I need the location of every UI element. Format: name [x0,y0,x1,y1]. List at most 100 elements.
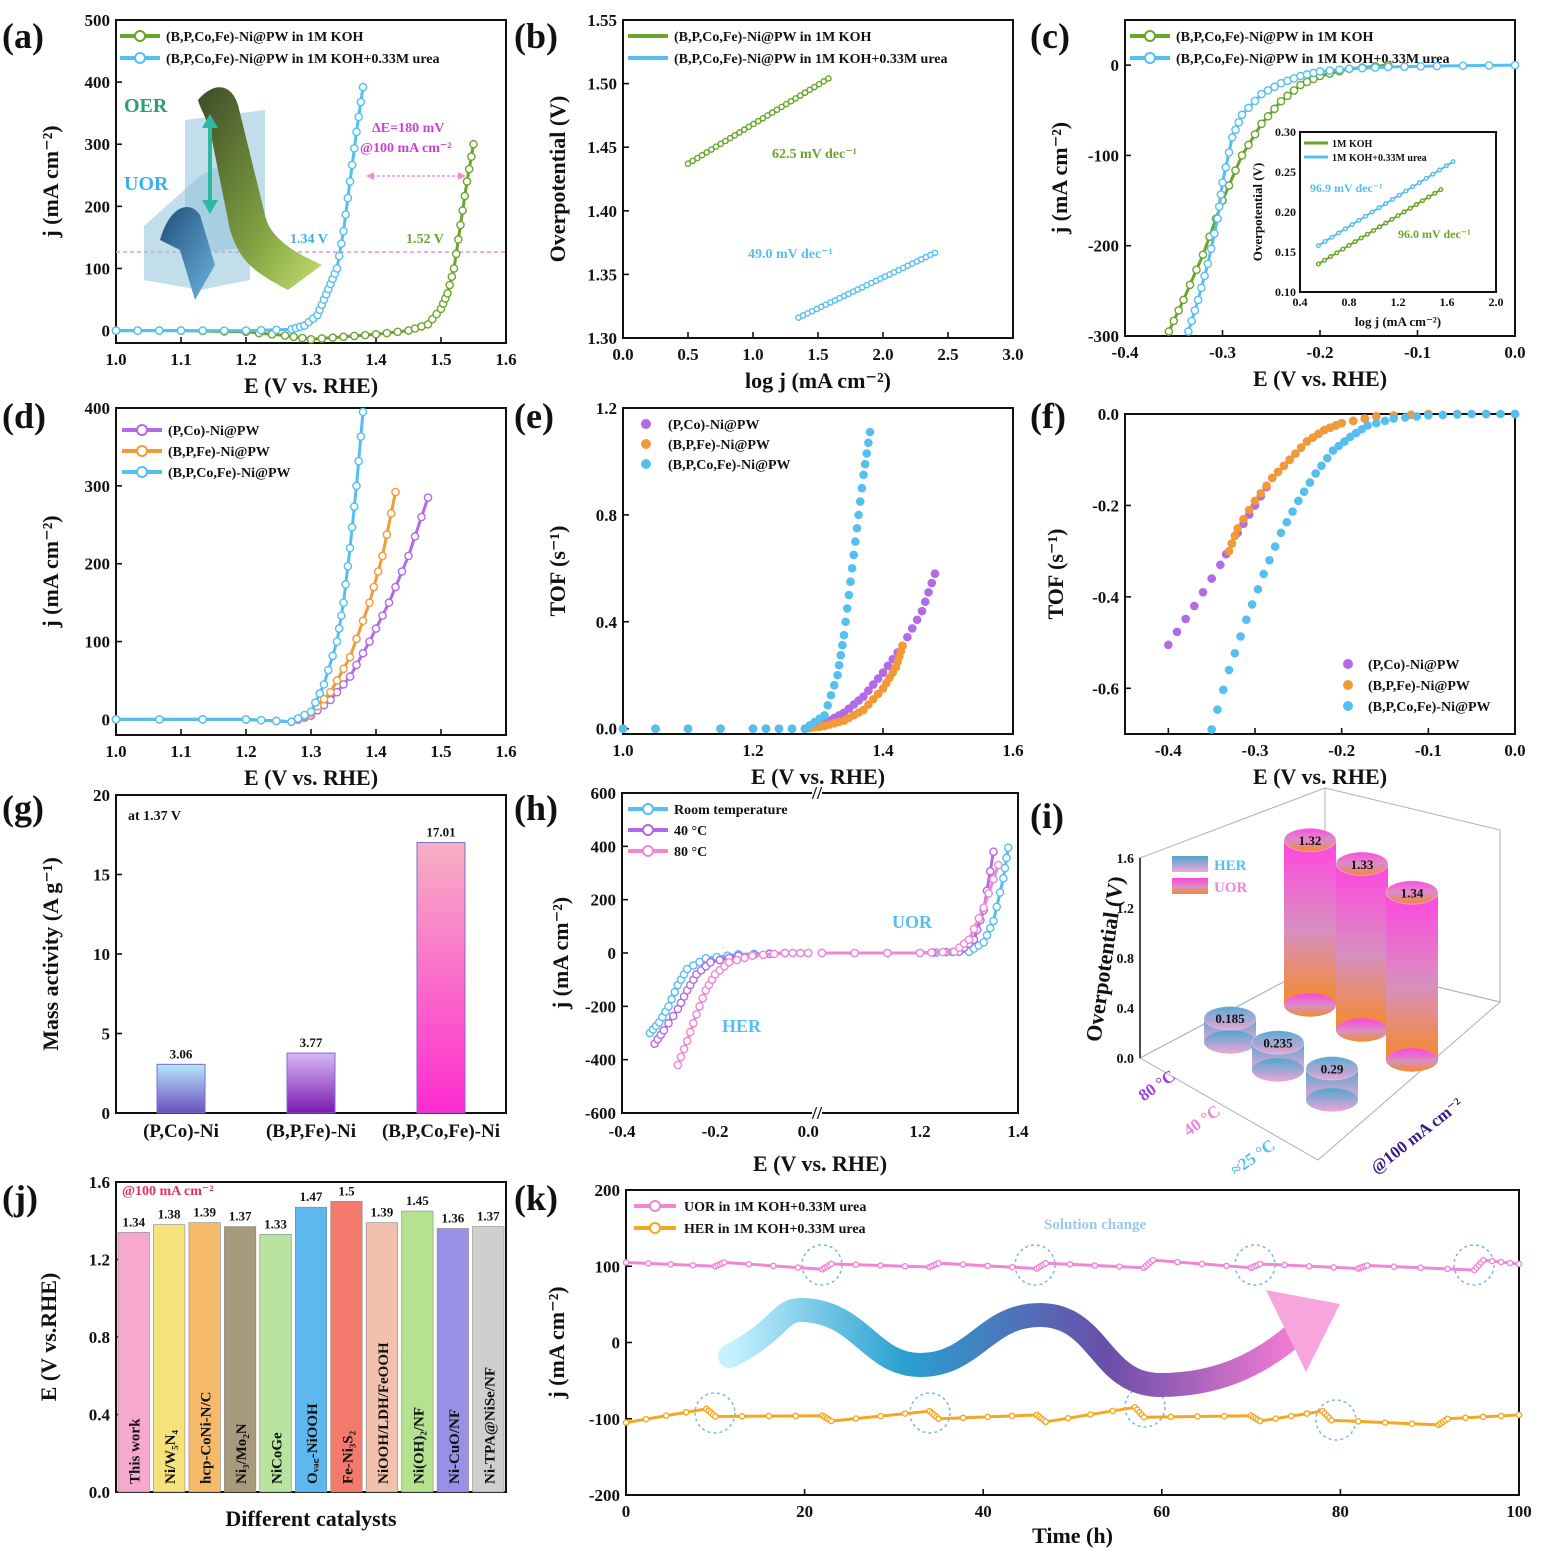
data-point [716,724,725,733]
data-point [1426,194,1432,200]
series-d [111,487,400,727]
x-tick-label: -0.4 [1112,343,1139,362]
data-point [1256,1417,1264,1425]
data-point [1282,517,1292,527]
data-point [664,1018,673,1028]
data-point [404,551,413,561]
data-point [849,550,859,560]
data-point [1263,112,1273,121]
data-point [339,332,348,342]
y-tick-label: 1.50 [587,75,617,94]
data-point [352,481,361,491]
bar-value-label: 3.06 [170,1046,193,1061]
data-point [682,1408,690,1416]
y-tick-label: -0.2 [1092,496,1119,515]
bar-value-label: 1.34 [122,1214,145,1229]
bars-g: 3.06 (P,Co)-Ni 3.77 (B,P,Fe)-Ni 17.01 (B,P,Co… [143,825,500,1142]
data-point [1413,201,1419,207]
legend-a-2: (B,P,Co,Fe)-Ni@PW in 1M KOH+0.33M urea [166,52,440,67]
data-point [689,1261,697,1269]
uor-cylinder-base [1284,993,1336,1017]
x-tick-label: 1.5 [807,345,828,364]
data-point [1351,428,1361,438]
x-tick-label: 1.5 [430,742,451,761]
x-tick-label: 1.0 [612,741,633,760]
y-tick-label: 1.30 [587,329,617,348]
bar-value-label: 1.37 [477,1209,500,1224]
data-point [838,640,847,650]
data-point [1497,1258,1505,1266]
data-point [1257,89,1266,99]
data-point [994,860,1003,870]
y-axis-label: Overpotential (V) [545,96,570,263]
data-point [1213,705,1222,714]
solution-change-label: Solution change [1044,1217,1146,1233]
data-point [659,1026,669,1035]
series-d [111,493,433,727]
data-point [852,1415,860,1422]
data-point [1334,250,1340,256]
uor-cylinder-cap [1335,851,1389,876]
uor-label: UOR [124,173,169,195]
x-tick-label: 1.3 [300,350,321,369]
data-point [664,1002,673,1011]
her-cylinder-cap [1305,1056,1359,1081]
data-point [864,686,873,695]
data-point [839,630,849,640]
bar [294,1206,328,1493]
data-point [1276,528,1286,538]
series-line [822,847,1010,955]
data-point [315,689,324,698]
data-point [393,327,402,337]
bar-value-label: 1.33 [264,1216,287,1231]
data-point [358,407,368,417]
data-point [1383,220,1389,226]
x-tick-label: 1.2 [235,350,256,369]
y-tick-label: -100 [1088,146,1119,165]
x-axis-label: E (V vs. RHE) [1253,366,1387,391]
data-point [758,950,768,960]
data-point [339,226,348,236]
axes-e: 1.0 1.2 1.4 1.6 0.0 0.4 0.8 1.2 E (V vs. RHE) TOF… [545,399,1024,789]
y-tick-label: 1.6 [1117,852,1135,867]
data-point [1230,531,1240,541]
panel-c: (c) (B,P,Co,Fe)-Ni@PW in 1M KOH (B,P,Co,… [1030,16,1516,337]
category-label: Oᵥₐ꜀-NiOOH [305,1403,321,1484]
data-point [859,705,868,715]
data-point [787,97,795,105]
data-point [1231,125,1240,135]
data-point [1363,1262,1371,1269]
legend-k: UOR in 1M KOH+0.33M urea HER in 1M KOH+0… [634,1200,866,1237]
data-point [356,432,366,441]
y-tick-label: 1.2 [1117,902,1135,917]
data-point [198,715,207,724]
data-point [1273,467,1283,477]
data-point [300,710,309,720]
data-point [1285,455,1294,465]
data-point [458,206,467,215]
data-point [397,567,407,576]
data-point [1257,119,1266,129]
data-point [1322,453,1332,463]
uor-cylinder-cap [1283,827,1337,853]
data-point [241,715,251,724]
data-point [860,459,870,469]
axes-k: 0 20 40 60 80 100 -200 -100 0 100 200 Time (h) j (mA… [544,1181,1532,1548]
data-point [354,456,363,466]
category-label: Ni₃/Mo₂N [234,1423,250,1484]
delta-e-label: ΔE=180 mV [372,121,444,136]
data-point [1496,409,1505,419]
her-cylinder-value-label: 0.29 [1321,1061,1344,1076]
data-point [792,1412,799,1420]
data-point [1444,1415,1451,1423]
data-point [1294,496,1303,506]
legend-a-1: (B,P,Co,Fe)-Ni@PW in 1M KOH [166,30,363,45]
data-point [289,332,298,342]
data-point [155,326,164,335]
data-point [464,164,474,174]
data-point [1042,1259,1050,1267]
x-tick-label: 60 [1153,1502,1170,1521]
data-point [915,948,925,958]
data-point [1510,60,1520,70]
